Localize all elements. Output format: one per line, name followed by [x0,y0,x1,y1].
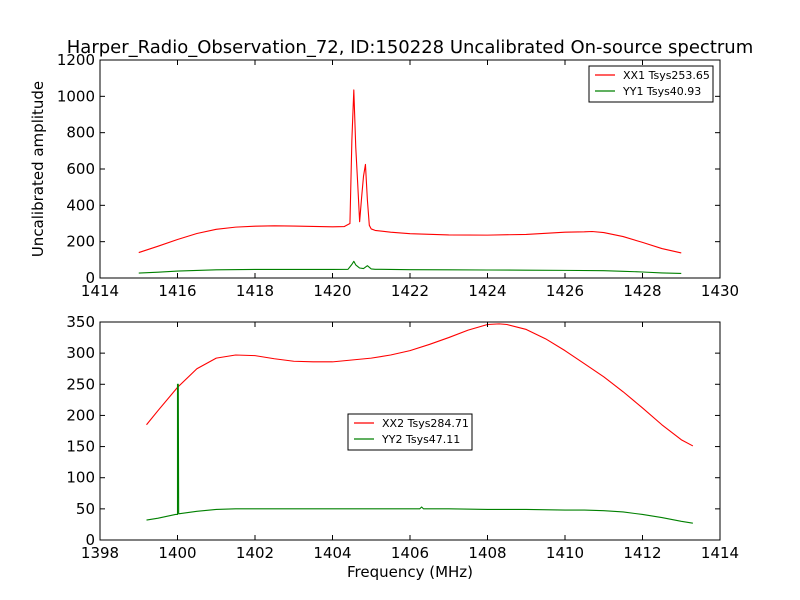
bottom-legend-box [347,413,473,451]
top-x-tick-label: 1418 [236,282,274,300]
bottom-x-tick-label: 1410 [546,544,584,562]
top-y-tick-label: 200 [66,233,95,251]
bottom-x-tick-label: 1402 [236,544,274,562]
bottom-y-tick-label: 250 [66,375,95,393]
bottom-x-tick-label: 1400 [158,544,196,562]
bottom-series-line-2 [146,383,693,524]
top-series-line-1 [138,89,682,254]
chart-title: Harper_Radio_Observation_72, ID:150228 U… [67,37,753,58]
top-plot: 1414 1416 1418 1420 1422 1424 1426 1428 1430 0 200… [57,51,739,300]
bottom-y-tick-label: 50 [76,500,95,518]
bottom-y-tick-label: 150 [66,438,95,456]
top-legend-box [588,65,714,103]
top-legend-label-1: XX1 Tsys253.65 [623,69,710,82]
bottom-y-tick-label: 100 [66,469,95,487]
top-y-tick-label: 400 [66,196,95,214]
top-x-tick-label: 1422 [391,282,429,300]
bottom-y-tick-label: 350 [66,313,95,331]
bottom-y-tick-label: 300 [66,344,95,362]
top-y-axis-label: Uncalibrated amplitude [29,81,47,257]
top-y-tick-label: 800 [66,124,95,142]
bottom-series-line-1 [146,323,694,447]
bottom-x-tick-label: 1408 [468,544,506,562]
bottom-plot: 1398 1400 1402 1404 1406 1408 1410 1412 1414 0 50 1… [66,313,739,562]
top-legend: XX1 Tsys253.65 YY1 Tsys40.93 [588,65,714,103]
bottom-legend: XX2 Tsys284.71 YY2 Tsys47.11 [347,413,473,451]
bottom-x-tick-label: 1412 [623,544,661,562]
top-x-tick-label: 1414 [81,282,119,300]
top-x-tick-label: 1420 [313,282,351,300]
bottom-x-tick-label: 1404 [313,544,351,562]
top-x-tick-label: 1416 [158,282,196,300]
bottom-series-group [146,323,694,524]
bottom-legend-label-1: XX2 Tsys284.71 [382,417,469,430]
top-series-group [138,89,682,275]
bottom-y-tick-label: 200 [66,406,95,424]
bottom-x-tick-label: 1398 [81,544,119,562]
top-y-tick-label: 0 [85,269,95,287]
bottom-x-tick-label: 1414 [701,544,739,562]
bottom-x-axis-label: Frequency (MHz) [347,563,473,581]
top-x-tick-label: 1424 [468,282,506,300]
top-y-tick-label: 1000 [57,87,95,105]
top-series-line-2 [138,260,682,275]
top-x-tick-label: 1428 [623,282,661,300]
top-x-tick-label: 1430 [701,282,739,300]
top-x-tick-label: 1426 [546,282,584,300]
bottom-x-tick-label: 1406 [391,544,429,562]
bottom-y-tick-label: 0 [85,531,95,549]
bottom-legend-label-2: YY2 Tsys47.11 [381,433,460,446]
top-y-tick-label: 1200 [57,51,95,69]
top-y-tick-label: 600 [66,160,95,178]
top-legend-label-2: YY1 Tsys40.93 [622,85,701,98]
